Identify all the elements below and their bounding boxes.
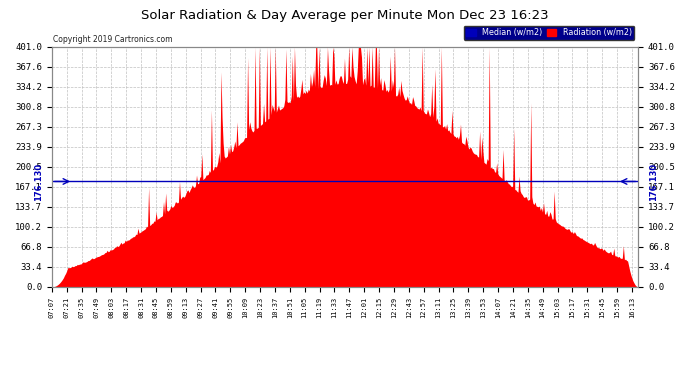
Text: Copyright 2019 Cartronics.com: Copyright 2019 Cartronics.com — [53, 36, 172, 45]
Text: 176.130: 176.130 — [34, 162, 43, 201]
Legend: Median (w/m2), Radiation (w/m2): Median (w/m2), Radiation (w/m2) — [464, 26, 634, 39]
Text: 176.130: 176.130 — [649, 162, 658, 201]
Text: Solar Radiation & Day Average per Minute Mon Dec 23 16:23: Solar Radiation & Day Average per Minute… — [141, 9, 549, 22]
